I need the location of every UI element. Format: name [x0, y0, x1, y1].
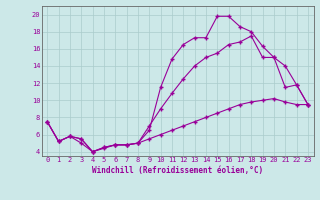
X-axis label: Windchill (Refroidissement éolien,°C): Windchill (Refroidissement éolien,°C) [92, 166, 263, 175]
